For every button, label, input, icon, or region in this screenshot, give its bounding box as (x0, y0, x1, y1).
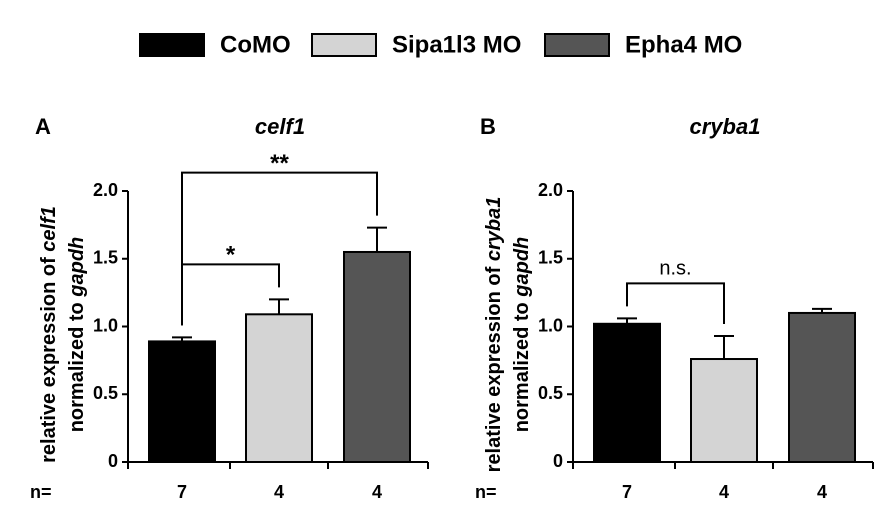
bar (148, 340, 216, 463)
y-label-part: relative expression of (38, 252, 60, 463)
legend-label: CoMO (220, 31, 291, 58)
y-label-part: gapdh (66, 237, 88, 298)
legend-swatch (544, 33, 610, 57)
legend-swatch (311, 33, 377, 57)
n-value: 4 (719, 482, 729, 502)
y-label-part: celf1 (38, 206, 60, 252)
chart-title: celf1 (255, 114, 305, 139)
n-value: 4 (817, 482, 827, 502)
significance-label: * (226, 242, 236, 269)
bar (690, 358, 758, 463)
y-tick-label: 1.0 (538, 315, 563, 335)
y-tick-label: 0.5 (538, 383, 563, 403)
significance-bracket (181, 171, 378, 326)
y-tick-label: 0 (553, 451, 563, 471)
legend-swatch (139, 33, 205, 57)
panel-label: A (35, 114, 51, 139)
bar (343, 250, 411, 463)
legend-label: Sipa1l3 MO (392, 31, 521, 58)
y-axis-label: normalized to gapdh (66, 237, 88, 433)
n-value: 7 (177, 482, 187, 502)
y-label-part: normalized to (511, 297, 533, 433)
n-value: 4 (372, 482, 382, 502)
n-value: 7 (622, 482, 632, 502)
significance-label: ** (270, 150, 289, 177)
y-tick-label: 0 (108, 451, 118, 471)
y-axis-label: relative expression of cryba1 (483, 197, 505, 473)
y-label-part: normalized to (66, 297, 88, 433)
y-tick-label: 0.5 (93, 383, 118, 403)
n-label: n= (475, 482, 497, 502)
bar (245, 313, 313, 463)
legend-label: Epha4 MO (625, 31, 742, 58)
y-tick-label: 2.0 (93, 180, 118, 200)
bar (593, 322, 661, 464)
y-tick-label: 1.5 (538, 248, 563, 268)
significance-label: n.s. (659, 258, 691, 280)
y-axis-label: relative expression of celf1 (38, 206, 60, 463)
y-label-part: gapdh (511, 237, 533, 298)
y-label-part: relative expression of (483, 261, 505, 472)
chart-title: cryba1 (690, 114, 761, 139)
y-axis-label: normalized to gapdh (511, 237, 533, 433)
n-label: n= (30, 482, 52, 502)
bar (788, 311, 856, 464)
panel-label: B (480, 114, 496, 139)
significance-bracket (626, 282, 725, 324)
y-tick-label: 1.0 (93, 315, 118, 335)
y-tick-label: 1.5 (93, 248, 118, 268)
y-tick-label: 2.0 (538, 180, 563, 200)
y-label-part: cryba1 (483, 197, 505, 262)
n-value: 4 (274, 482, 284, 502)
